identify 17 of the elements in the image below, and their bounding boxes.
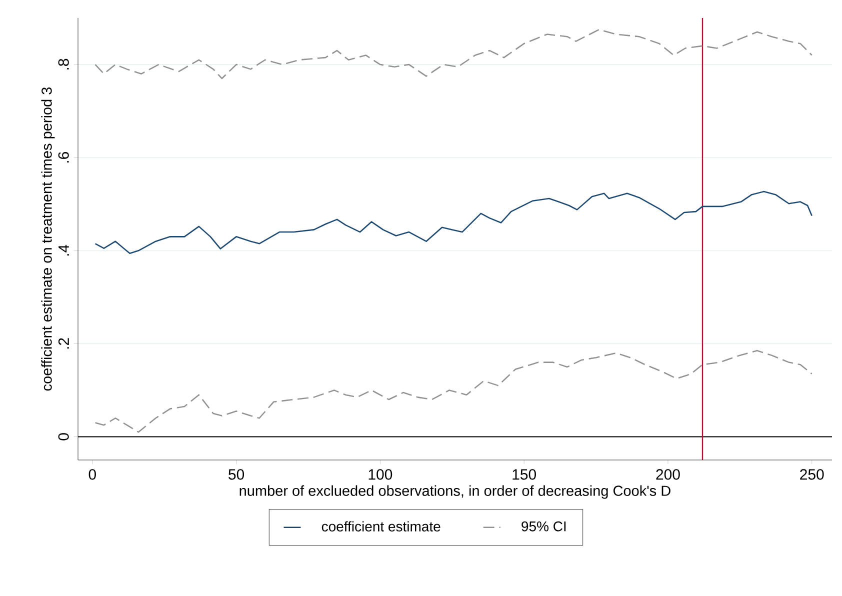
x-tick-label: 200 — [656, 469, 680, 480]
legend-label: coefficient estimate — [322, 521, 440, 532]
x-axis-title: number of exclueded observations, in order of decreasing Cook's D — [240, 485, 670, 499]
y-tick-label: .8 — [58, 58, 69, 70]
line-series — [94, 28, 813, 80]
y-tick-label: 0 — [58, 433, 69, 440]
y-axis-title: coefficient estimate on treatment times period 3 — [41, 88, 55, 391]
x-tick-label: 150 — [512, 469, 536, 480]
x-tick-label: 250 — [800, 469, 824, 480]
x-tick-label: 100 — [368, 469, 392, 480]
y-tick-label: .2 — [58, 338, 69, 349]
line-series — [94, 190, 813, 254]
x-tick-label: 0 — [88, 469, 96, 480]
x-tick-label: 50 — [228, 469, 244, 480]
legend-label: 95% CI — [522, 521, 566, 532]
y-tick-label: .6 — [58, 152, 69, 162]
y-tick-label: .4 — [58, 244, 69, 256]
